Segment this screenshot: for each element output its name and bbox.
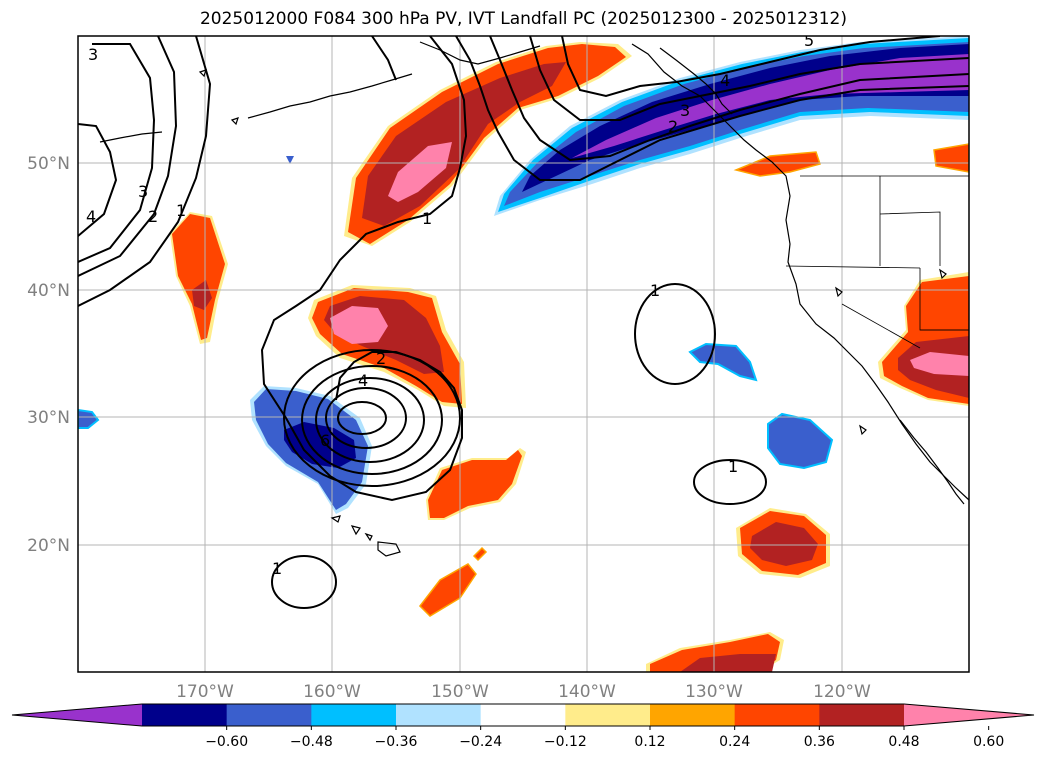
colorbar-segment [480, 704, 566, 726]
colorbar-tick-label: 0.24 [719, 734, 750, 750]
lon-label-130w: 130°W [685, 682, 743, 702]
lat-label-40n: 40°N [27, 281, 70, 301]
contour-label: 1 [650, 281, 660, 300]
colorbar-extend-high [904, 704, 1034, 726]
colorbar-tick-label: 0.60 [973, 734, 1004, 750]
lat-label-30n: 30°N [27, 408, 70, 428]
lon-label-170w: 170°W [176, 682, 234, 702]
colorbar-tick-label: −0.48 [290, 734, 333, 750]
latitude-labels: 50°N 40°N 30°N 20°N [27, 154, 70, 556]
gridlines [78, 36, 969, 672]
contour-label: 1 [422, 209, 432, 228]
contour-label: 1 [272, 559, 282, 578]
colorbar-segment [396, 704, 482, 726]
colorbar-tick-label: 0.36 [804, 734, 835, 750]
map-frame [77, 35, 970, 673]
lon-label-150w: 150°W [431, 682, 489, 702]
colorbar-tick-label: −0.36 [375, 734, 418, 750]
colorbar: −0.60 −0.48 −0.36 −0.24 −0.12 0.12 0.24 0.36 0.4… [11, 703, 1035, 750]
colorbar-segment [819, 704, 905, 726]
lon-label-120w: 120°W [813, 682, 871, 702]
contour-label: 3 [88, 45, 98, 64]
ivt-shading-positive [170, 42, 969, 672]
lon-label-160w: 160°W [303, 682, 361, 702]
contour-label: 2 [668, 117, 678, 136]
contour-label: 2 [376, 349, 386, 368]
lon-label-140w: 140°W [558, 682, 616, 702]
longitude-labels: 170°W 160°W 150°W 140°W 130°W 120°W [176, 682, 871, 702]
colorbar-tick-label: −0.24 [459, 734, 502, 750]
political-borders [785, 175, 969, 349]
colorbar-segment [142, 704, 228, 726]
contour-label: 3 [680, 101, 690, 120]
colorbar-tick-label: 0.48 [888, 734, 919, 750]
contour-label: 4 [358, 371, 368, 390]
colorbar-tick-label: −0.12 [544, 734, 587, 750]
contour-label: 2 [148, 207, 158, 226]
contour-label: 3 [138, 182, 148, 201]
contour-label: 1 [176, 201, 186, 220]
map-content: 3 3 4 2 1 1 5 4 3 2 2 4 6 1 1 1 [78, 31, 969, 672]
contour-label: 4 [720, 71, 730, 90]
colorbar-segment [311, 704, 397, 726]
map-title: 2025012000 F084 300 hPa PV, IVT Landfall… [199, 9, 847, 29]
colorbar-segment [650, 704, 736, 726]
map-background [78, 36, 969, 672]
colorbar-tick-label: 0.12 [634, 734, 665, 750]
contour-label: 4 [86, 207, 96, 226]
lat-label-50n: 50°N [27, 154, 70, 174]
colorbar-segment [565, 704, 651, 726]
colorbar-outline [11, 703, 1035, 727]
colorbar-tick-label: −0.60 [205, 734, 248, 750]
colorbar-segment [226, 704, 312, 726]
contour-label: 5 [804, 31, 814, 50]
lat-label-20n: 20°N [27, 536, 70, 556]
contour-label: 1 [728, 457, 738, 476]
coastlines [99, 41, 969, 557]
contour-labels: 3 3 4 2 1 1 5 4 3 2 2 4 6 1 1 1 [86, 31, 814, 578]
colorbar-segment [734, 704, 820, 726]
contour-label: 6 [320, 431, 330, 450]
colorbar-extend-low [12, 704, 142, 726]
pv-contours [78, 36, 969, 609]
